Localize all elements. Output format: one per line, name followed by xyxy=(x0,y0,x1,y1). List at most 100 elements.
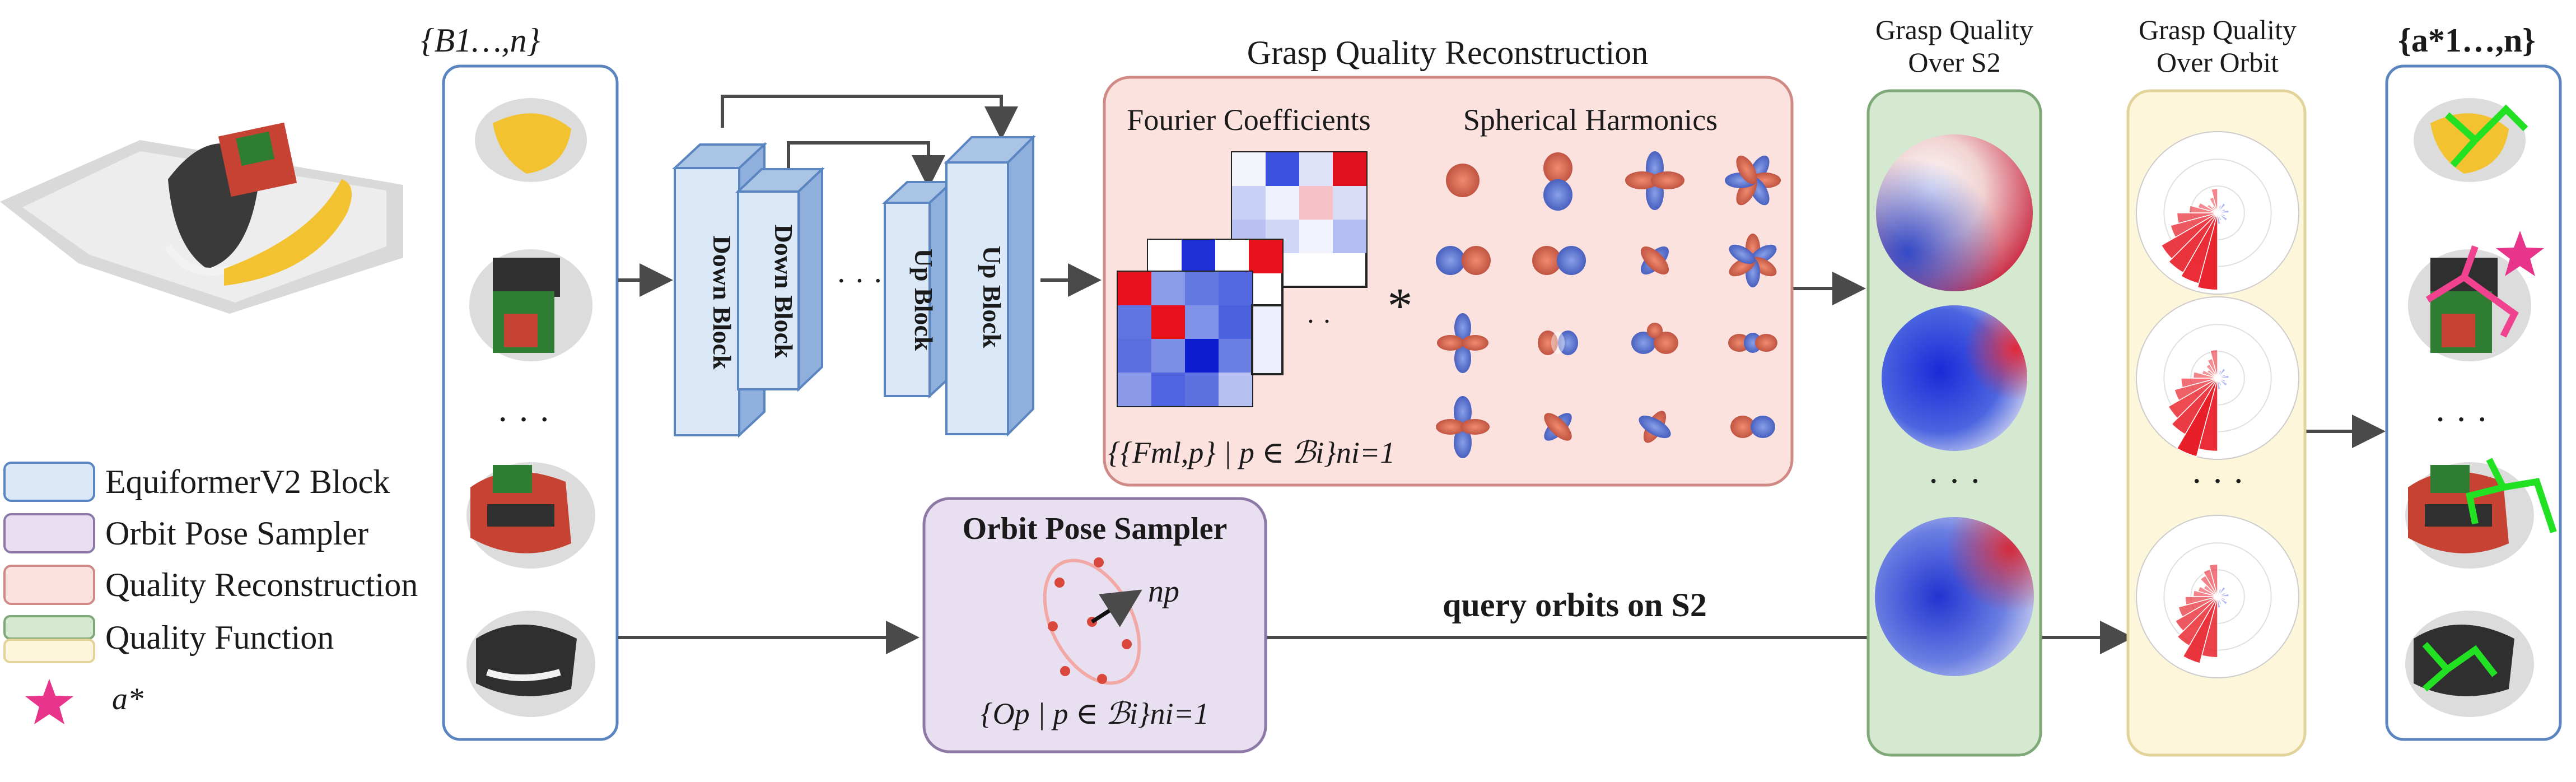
legend-swatch-function-yellow xyxy=(3,639,95,663)
unet-ellipsis: · · · xyxy=(836,264,883,299)
sphere-column-title-1: Grasp Quality xyxy=(1875,14,2033,45)
polar-rose-icon xyxy=(2136,296,2299,460)
polar-wedge xyxy=(2176,212,2218,224)
orbit-column-title-2: Over Orbit xyxy=(2157,46,2279,78)
spherical-harmonic-icon xyxy=(1436,246,1491,275)
polar-wedge xyxy=(2180,212,2218,284)
legend-label-equiformer: EquiformerV2 Block xyxy=(105,463,390,500)
output-set-label: {a*1…,n} xyxy=(2398,22,2536,59)
polar-wedge xyxy=(2168,378,2218,419)
point-cloud-scene-icon xyxy=(0,122,403,314)
grasp-pose xyxy=(2444,104,2528,145)
coefficient-formula: {{Fml,p} | p ∈ ℬi}ni=1 xyxy=(1108,436,1396,469)
legend: EquiformerV2 Block Orbit Pose Sampler Qu… xyxy=(3,462,418,724)
spherical-harmonic-icon xyxy=(1538,331,1578,355)
spherical-harmonic-icon xyxy=(1544,413,1572,441)
batch-ellipsis: · · · xyxy=(497,399,550,439)
quality-sphere-icon xyxy=(1875,517,2034,676)
skip-connection-outer xyxy=(721,95,1018,140)
polar-rose-icon xyxy=(2136,515,2299,678)
output-column xyxy=(2385,64,2562,741)
skip-connection-inner xyxy=(787,141,945,189)
polar-wedge xyxy=(2180,378,2218,388)
point-cloud-object-icon xyxy=(475,98,587,182)
reconstruction-title: Grasp Quality Reconstruction xyxy=(1247,34,1649,71)
normal-label: np xyxy=(1148,574,1179,609)
coefficient-ellipsis: · · xyxy=(1306,305,1332,337)
polar-wedge xyxy=(2217,374,2230,379)
legend-swatch-function-green xyxy=(3,615,95,640)
batch-set-label: {B1…,n} xyxy=(421,22,540,59)
output-object-3 xyxy=(2405,458,2557,569)
spherical-harmonic-icon xyxy=(1631,323,1678,354)
polar-wedge xyxy=(2174,378,2218,401)
up-block-1: Up Block xyxy=(881,179,955,399)
spherical-harmonic-icon xyxy=(1639,411,1671,443)
unet: Down Block Down Block · · · Up Block Up … xyxy=(671,95,1036,438)
coefficient-grid-front xyxy=(1117,271,1253,407)
spherical-harmonics-label: Spherical Harmonics xyxy=(1463,103,1718,137)
sphere-column-title-2: Over S2 xyxy=(1908,46,2000,78)
output-object-2 xyxy=(2408,231,2544,361)
star-icon xyxy=(25,679,73,724)
spherical-harmonic-icon xyxy=(1446,164,1480,197)
polar-wedge xyxy=(2177,596,2218,646)
point-cloud-object-icon xyxy=(466,462,595,569)
up-block-2-label: Up Block xyxy=(978,246,1006,348)
orbit-icon xyxy=(1043,557,1142,685)
polar-wedge xyxy=(2160,212,2218,260)
batch-column xyxy=(442,64,619,741)
up-block-1-label: Up Block xyxy=(909,249,938,351)
polar-wedge xyxy=(2185,596,2218,606)
grasp-pose xyxy=(2422,642,2498,677)
quality-sphere-icon xyxy=(1876,134,2033,291)
polar-wedge xyxy=(2178,596,2218,618)
polar-wedge xyxy=(2171,378,2218,435)
spherical-harmonic-icon xyxy=(1725,155,1781,206)
polar-wedge xyxy=(2168,212,2218,273)
down-block-2: Down Block xyxy=(735,166,825,392)
spherical-harmonic-icon xyxy=(1730,416,1775,438)
polar-wedge xyxy=(2182,596,2218,664)
spherical-harmonic-icon xyxy=(1543,152,1572,211)
star-icon xyxy=(2496,231,2544,276)
down-block-1-label: Down Block xyxy=(708,236,736,370)
legend-label-function: Quality Function xyxy=(105,619,334,656)
polar-wedge xyxy=(2217,593,2230,597)
sphere-ellipsis: · · · xyxy=(1928,461,1981,501)
polar-wedge xyxy=(2210,188,2218,213)
legend-swatch-orbit xyxy=(3,513,95,553)
polar-ellipsis: · · · xyxy=(2191,461,2244,501)
spherical-harmonic-icon xyxy=(1625,151,1684,210)
grasp-pose-best xyxy=(2425,273,2519,338)
grasp-pose xyxy=(2465,458,2508,525)
spherical-harmonic-icon xyxy=(1436,396,1490,458)
output-object-4 xyxy=(2405,611,2534,717)
fourier-coefficients-label: Fourier Coefficients xyxy=(1127,103,1370,137)
polar-wedge xyxy=(2170,212,2218,238)
point-cloud-object-icon xyxy=(469,249,592,361)
convolution-symbol: * xyxy=(1388,278,1413,334)
query-orbits-label: query orbits on S2 xyxy=(1443,586,1707,623)
spherical-harmonic-icon xyxy=(1728,333,1777,353)
up-block-2: Up Block xyxy=(944,134,1036,437)
legend-swatch-quality xyxy=(3,565,95,605)
legend-label-quality: Quality Reconstruction xyxy=(105,566,418,603)
polar-wedge xyxy=(2217,209,2230,213)
spherical-harmonics-grid xyxy=(1436,151,1781,458)
polar-wedge xyxy=(2209,349,2218,379)
spherical-harmonic-icon xyxy=(1437,313,1488,373)
point-cloud-object-icon xyxy=(466,611,595,717)
coefficient-grid-right-strip xyxy=(1251,304,1284,375)
orbit-formula: {Op | p ∈ ℬi}ni=1 xyxy=(981,697,1209,730)
spherical-harmonic-icon xyxy=(1532,246,1586,275)
output-ellipsis: · · · xyxy=(2434,399,2488,439)
spherical-harmonic-icon xyxy=(1641,246,1669,274)
polar-wedge xyxy=(2174,596,2218,632)
polar-wedge xyxy=(2176,378,2218,457)
down-block-2-label: Down Block xyxy=(769,225,798,359)
orbit-column-title-1: Grasp Quality xyxy=(2139,14,2297,45)
polar-wedge xyxy=(2209,564,2218,597)
orbit-sampler-title: Orbit Pose Sampler xyxy=(963,511,1228,546)
